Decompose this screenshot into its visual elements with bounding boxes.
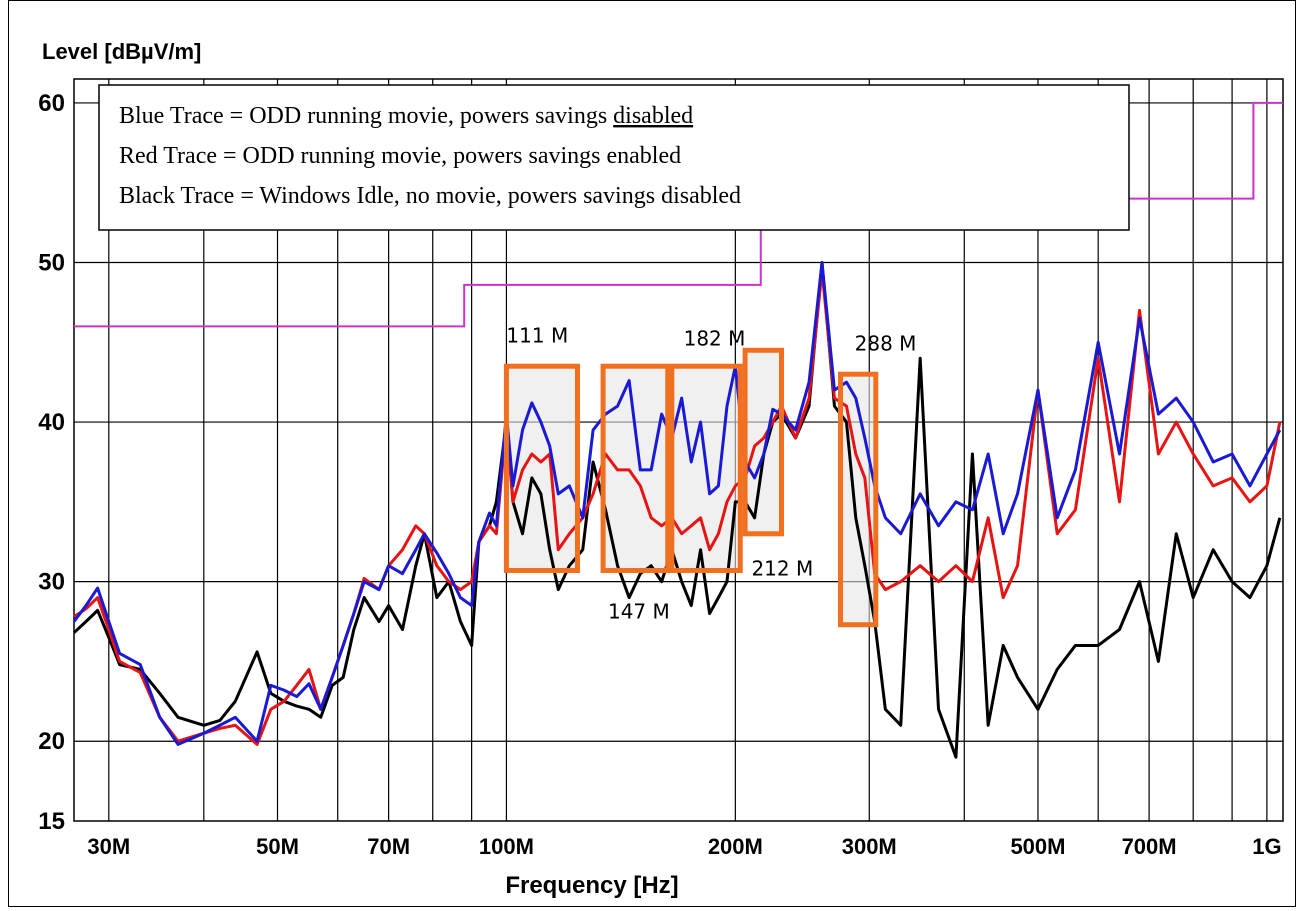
legend-entry: Black Trace = Windows Idle, no movie, po… [119, 183, 741, 209]
legend-entry: Red Trace = ODD running movie, powers sa… [119, 143, 681, 169]
x-tick-label: 70M [367, 834, 410, 859]
annotation-label: 182 M [684, 326, 746, 350]
red-trace [73, 268, 1282, 746]
annotation-label: 212 M [751, 556, 813, 580]
legend: Blue Trace = ODD running movie, powers s… [98, 84, 1130, 231]
highlight-box [838, 371, 879, 628]
y-tick-label: 60 [38, 90, 65, 117]
highlight-boxes [503, 347, 879, 628]
legend-entry: Blue Trace = ODD running movie, powers s… [119, 103, 693, 129]
x-tick-label: 200M [708, 834, 763, 859]
x-tick-labels: 30M 50M 70M 100M 200M 300M 500M 700M 1G [87, 834, 1281, 859]
annotation-label: 111 M [506, 323, 568, 347]
x-tick-label: 100M [479, 834, 534, 859]
highlight-box [600, 363, 671, 573]
series-group [72, 260, 1282, 759]
x-tick-label: 50M [256, 834, 299, 859]
y-tick-label: 50 [38, 249, 65, 276]
y-tick-label: 40 [38, 409, 65, 436]
highlight-box [669, 363, 743, 573]
emission-chart: 111 M 182 M 288 M 147 M 212 M Blue Trace = O… [38, 39, 1284, 899]
limit-line [74, 101, 1283, 328]
blue-trace [72, 260, 1282, 746]
x-tick-label: 500M [1010, 834, 1065, 859]
y-tick-label: 30 [38, 569, 65, 596]
annotations: 111 M 182 M 288 M 147 M 212 M [506, 323, 916, 623]
limit-polyline [74, 101, 1283, 328]
highlight-box-fill [506, 366, 578, 571]
black-trace [72, 260, 1282, 759]
highlight-box-fill [840, 374, 876, 625]
y-tick-label: 15 [38, 808, 65, 835]
x-tick-label: 30M [87, 834, 130, 859]
highlight-box [503, 363, 580, 573]
x-tick-label: 1G [1252, 834, 1281, 859]
annotation-label: 147 M [608, 599, 670, 623]
y-tick-label: 20 [38, 728, 65, 755]
highlight-box-fill [745, 350, 782, 534]
x-tick-label: 300M [842, 834, 897, 859]
plot-border [73, 78, 1284, 822]
highlight-box [742, 347, 785, 537]
x-axis-label: Frequency [Hz] [505, 872, 678, 899]
annotation-label: 288 M [855, 331, 917, 355]
y-axis-label: Level [dBµV/m] [42, 39, 201, 64]
highlight-box-fill [603, 366, 668, 571]
legend-box [98, 84, 1130, 231]
x-tick-label: 700M [1122, 834, 1177, 859]
y-tick-labels: 60 50 40 30 20 15 [38, 90, 65, 835]
chart-frame: 111 M 182 M 288 M 147 M 212 M Blue Trace = O… [8, 0, 1296, 907]
